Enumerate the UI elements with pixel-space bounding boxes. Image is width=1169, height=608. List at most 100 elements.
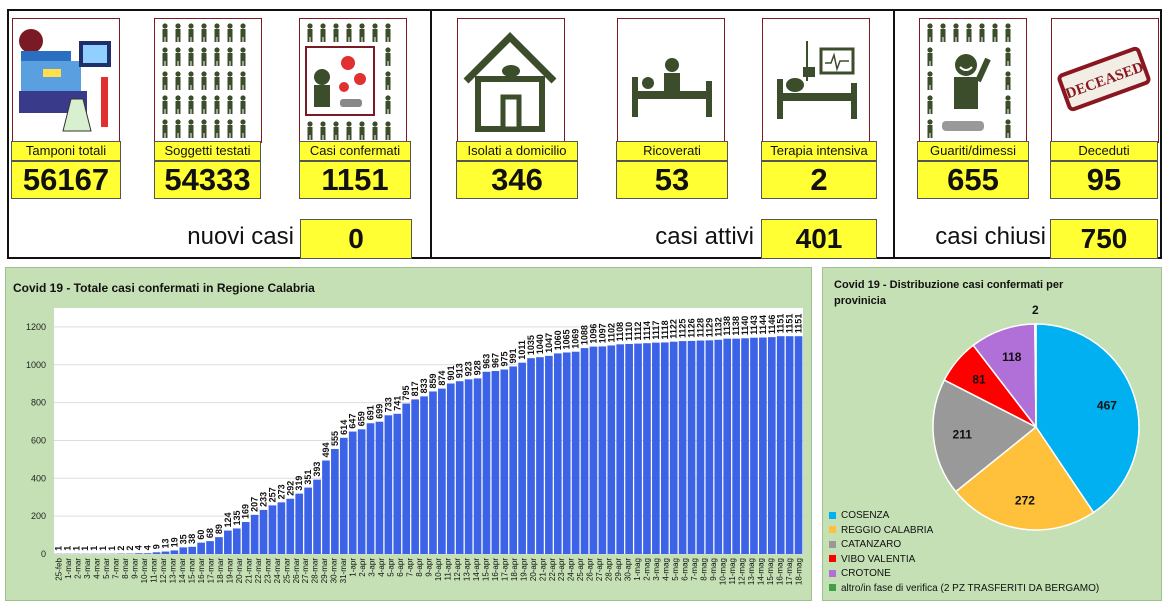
x-tick-label: 10-apr: [434, 558, 443, 581]
terapia-label: Terapia intensiva: [761, 141, 877, 161]
data-label: 555: [330, 431, 340, 446]
bar: [241, 522, 250, 554]
bar: [678, 341, 687, 554]
data-label: 1138: [731, 316, 741, 336]
data-label: 1151: [785, 314, 795, 334]
summary-dashboard: DECEASED Tamponi totali 56167 Soggetti t…: [7, 9, 1162, 259]
data-label: 1040: [535, 334, 545, 354]
x-tick-label: 17-mar: [206, 558, 215, 584]
data-label: 859: [428, 373, 438, 388]
x-tick-label: 20-mar: [235, 558, 244, 584]
data-label: 1102: [606, 323, 616, 343]
pie-slice: [954, 425, 1095, 531]
bar: [652, 342, 660, 554]
casi-chiusi-label: casi chiusi: [935, 223, 1046, 250]
x-tick-label: 24-apr: [567, 558, 576, 581]
bar: [250, 514, 259, 554]
home-isolation-icon: [457, 18, 565, 143]
data-label: 257: [267, 487, 277, 502]
guariti-value: 655: [917, 161, 1029, 199]
x-tick-label: 28-apr: [605, 558, 614, 581]
data-label: 1069: [571, 329, 581, 349]
data-label: 1114: [642, 321, 652, 340]
x-tick-label: 12-apr: [453, 558, 462, 581]
legend-item: VIBO VALENTIA: [829, 554, 915, 565]
pie-data-label: 272: [1015, 493, 1035, 507]
legend-label: REGGIO CALABRIA: [841, 524, 934, 536]
x-tick-label: 8-mar: [121, 558, 130, 579]
data-label: 89: [214, 524, 224, 534]
x-tick-label: 13-apr: [462, 558, 471, 581]
x-tick-label: 13-mar: [169, 558, 178, 584]
data-label: 4: [143, 545, 153, 550]
bar: [580, 348, 589, 554]
data-label: 874: [437, 371, 447, 386]
x-tick-label: 3-apr: [368, 558, 377, 577]
bar: [482, 371, 491, 554]
data-label: 975: [499, 351, 509, 366]
x-tick-label: 29-apr: [614, 558, 623, 581]
data-label: 351: [303, 470, 313, 485]
data-label: 1088: [580, 325, 590, 345]
x-tick-label: 1-mar: [64, 558, 73, 579]
bar: [411, 399, 419, 554]
data-label: 1151: [794, 314, 804, 334]
data-label: 1132: [713, 317, 723, 337]
x-tick-label: 2-apr: [358, 558, 367, 577]
x-tick-label: 12-mag: [737, 558, 746, 585]
bar: [331, 448, 339, 554]
bar: [625, 343, 633, 554]
isolati-value: 346: [456, 161, 578, 199]
bar: [206, 541, 214, 554]
bar: [384, 415, 393, 554]
pie-data-label: 81: [972, 373, 986, 387]
data-label: 733: [383, 397, 393, 412]
bar: [170, 550, 179, 554]
data-label: 1065: [562, 329, 572, 349]
bar: [714, 339, 723, 554]
x-tick-label: 22-apr: [548, 558, 557, 581]
x-tick-label: 8-mag: [699, 558, 708, 581]
bar: [634, 343, 642, 554]
data-label: 1011: [517, 340, 527, 360]
legend-label: altro/in fase di verifica (2 PZ TRASFERI…: [841, 582, 1100, 594]
data-label: 647: [348, 414, 358, 429]
x-tick-label: 14-mag: [756, 558, 765, 585]
pie-data-label: 467: [1097, 398, 1117, 412]
x-tick-label: 10-mar: [140, 558, 149, 584]
x-tick-label: 16-apr: [491, 558, 500, 581]
data-label: 68: [205, 528, 215, 538]
bar: [473, 378, 482, 554]
bar: [553, 353, 562, 554]
x-tick-label: 10-mag: [718, 558, 727, 585]
casi-attivi-value: 401: [761, 219, 877, 259]
data-label: 124: [223, 513, 233, 528]
x-tick-label: 11-mar: [150, 558, 159, 583]
x-tick-label: 19-apr: [519, 558, 528, 581]
data-label: 1151: [776, 314, 786, 334]
data-label: 19: [169, 537, 179, 547]
x-tick-label: 20-apr: [529, 558, 538, 581]
x-tick-label: 16-mar: [197, 558, 206, 584]
y-tick-label: 800: [31, 398, 46, 408]
bar: [696, 340, 705, 554]
bar: [420, 396, 428, 554]
data-label: 1128: [695, 318, 705, 338]
pie-slice: [1034, 323, 1037, 428]
x-tick-label: 18-apr: [510, 558, 519, 581]
bar: [152, 552, 161, 554]
data-label: 913: [455, 363, 465, 378]
bar: [215, 537, 223, 554]
bar: [232, 528, 241, 554]
bar: [197, 542, 205, 554]
section-divider: [893, 11, 895, 257]
bar: [143, 553, 152, 554]
x-tick-label: 26-apr: [586, 558, 595, 581]
bar: [446, 383, 455, 554]
pie-chart-panel: Covid 19 - Distribuzione casi confermati…: [822, 267, 1162, 601]
bar: [134, 553, 143, 554]
legend-swatch: [829, 526, 836, 534]
x-tick-label: 17-apr: [500, 558, 509, 581]
bar: [750, 337, 758, 554]
x-tick-label: 11-apr: [443, 558, 452, 581]
